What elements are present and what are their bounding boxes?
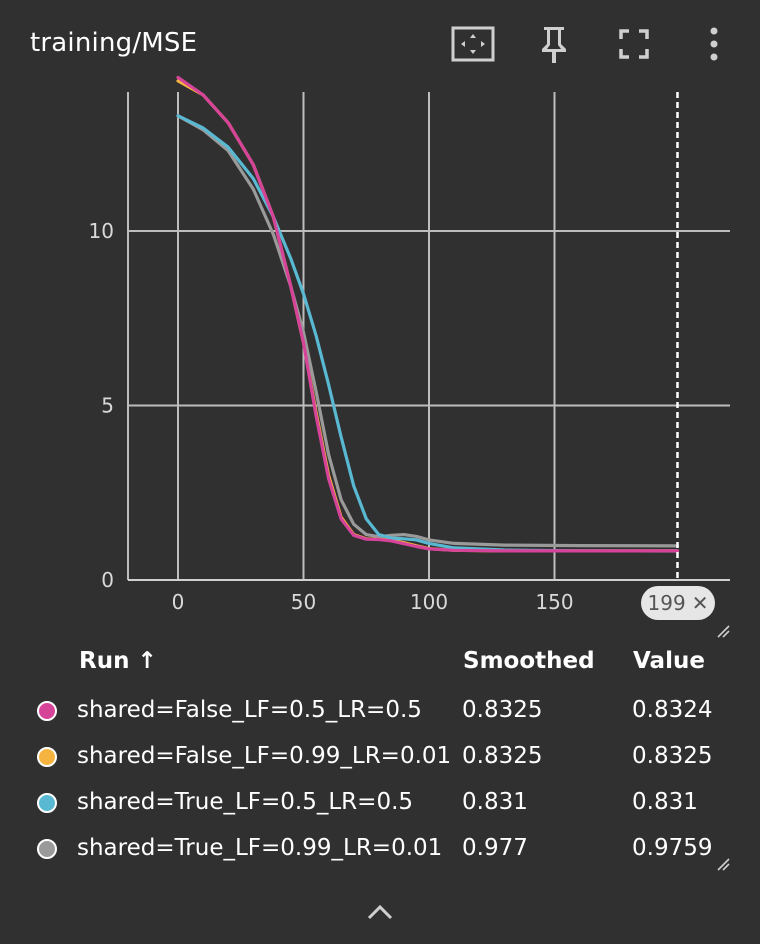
y-tick-label: 5 (101, 394, 114, 418)
fit-domain-button[interactable] (449, 20, 497, 68)
fullscreen-button[interactable] (610, 20, 658, 68)
value-cell: 0.8324 (632, 697, 713, 723)
run-name: shared=False_LF=0.5_LR=0.5 (77, 697, 422, 723)
table-row[interactable]: shared=False_LF=0.5_LR=0.5 0.8325 0.8324 (0, 689, 760, 735)
run-color-swatch (37, 793, 57, 813)
smoothed-value: 0.831 (462, 789, 528, 815)
y-tick-label: 0 (101, 568, 114, 592)
chart-grid (128, 92, 730, 580)
table-row[interactable]: shared=True_LF=0.99_LR=0.01 0.977 0.9759 (0, 827, 760, 873)
pin-icon (542, 27, 566, 63)
run-color-swatch (37, 839, 57, 859)
fit-domain-icon (451, 26, 495, 62)
x-tick-label: 150 (535, 590, 573, 614)
run-color-swatch (37, 747, 57, 767)
series-line (176, 114, 680, 548)
chart-tick-labels: 0 50 100 150 0 5 10 (89, 219, 574, 614)
run-name: shared=True_LF=0.99_LR=0.01 (77, 835, 443, 861)
smoothed-value: 0.8325 (462, 697, 543, 723)
hover-step-value: 199 (647, 591, 686, 615)
smoothed-value: 0.977 (462, 835, 528, 861)
table-row[interactable]: shared=False_LF=0.99_LR=0.01 0.8325 0.8325 (0, 735, 760, 781)
resize-handle-icon[interactable] (716, 624, 730, 638)
series-line (176, 114, 680, 553)
resize-handle-icon[interactable] (716, 857, 730, 871)
more-options-button[interactable] (690, 20, 738, 68)
chart-axes (127, 92, 730, 581)
smoothed-value: 0.8325 (462, 743, 543, 769)
card-title: training/MSE (30, 28, 198, 58)
y-tick-label: 10 (89, 219, 114, 243)
value-column-header[interactable]: Value (633, 648, 705, 674)
value-cell: 0.831 (632, 789, 698, 815)
table-row[interactable]: shared=True_LF=0.5_LR=0.5 0.831 0.831 (0, 781, 760, 827)
more-vert-icon (710, 27, 718, 61)
value-cell: 0.9759 (632, 835, 713, 861)
run-name: shared=True_LF=0.5_LR=0.5 (77, 789, 414, 815)
collapse-button[interactable] (364, 896, 396, 928)
x-tick-label: 100 (410, 590, 448, 614)
chart-series (176, 75, 680, 580)
run-color-swatch (37, 701, 57, 721)
series-line (176, 79, 680, 553)
pin-button[interactable] (530, 20, 578, 68)
line-chart[interactable]: 0 50 100 150 0 5 10 (0, 0, 760, 640)
series-line (176, 75, 680, 553)
value-cell: 0.8325 (632, 743, 713, 769)
chevron-up-icon (367, 904, 393, 920)
run-name: shared=False_LF=0.99_LR=0.01 (77, 743, 452, 769)
close-icon[interactable]: ✕ (691, 591, 709, 615)
x-tick-label: 0 (172, 590, 185, 614)
x-tick-label: 50 (291, 590, 316, 614)
hover-step-chip[interactable]: 199 ✕ (641, 586, 715, 620)
smoothed-column-header[interactable]: Smoothed (463, 648, 595, 674)
run-column-header[interactable]: Run ↑ (79, 648, 157, 674)
fullscreen-icon (619, 29, 649, 59)
